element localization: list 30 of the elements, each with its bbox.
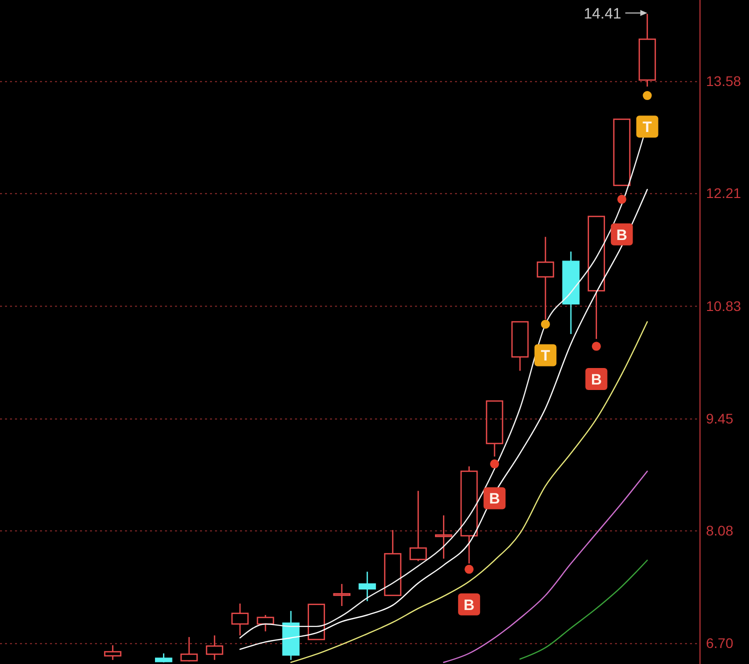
line-series	[443, 470, 648, 663]
y-tick-label: 9.45	[706, 410, 734, 426]
data-label: B	[590, 371, 602, 388]
point	[464, 564, 474, 574]
candlestick	[104, 644, 122, 661]
data-label: T	[642, 118, 652, 136]
candlestick	[333, 583, 350, 607]
y-tick-label: 13.58	[706, 73, 742, 90]
data-label: B	[489, 490, 500, 508]
annotation: 14.41	[584, 5, 622, 22]
candlestick	[434, 514, 452, 560]
candlestick	[358, 571, 376, 602]
candlestick	[231, 602, 249, 636]
data-label: B	[464, 596, 475, 614]
candlestick	[638, 13, 656, 88]
candlestick	[536, 236, 554, 320]
line-series	[519, 560, 648, 660]
y-tick-label: 8.08	[706, 522, 734, 538]
candlestick	[562, 250, 580, 335]
point	[490, 459, 500, 468]
point	[617, 194, 626, 204]
point	[642, 91, 652, 100]
y-tick-label: 10.83	[706, 298, 742, 314]
point	[540, 320, 550, 329]
data-label: T	[540, 348, 550, 365]
line-series	[290, 321, 648, 663]
y-tick-label: 12.21	[706, 185, 742, 202]
data-label: B	[616, 226, 628, 244]
y-tick-label: 6.70	[706, 635, 734, 652]
point	[592, 342, 601, 351]
